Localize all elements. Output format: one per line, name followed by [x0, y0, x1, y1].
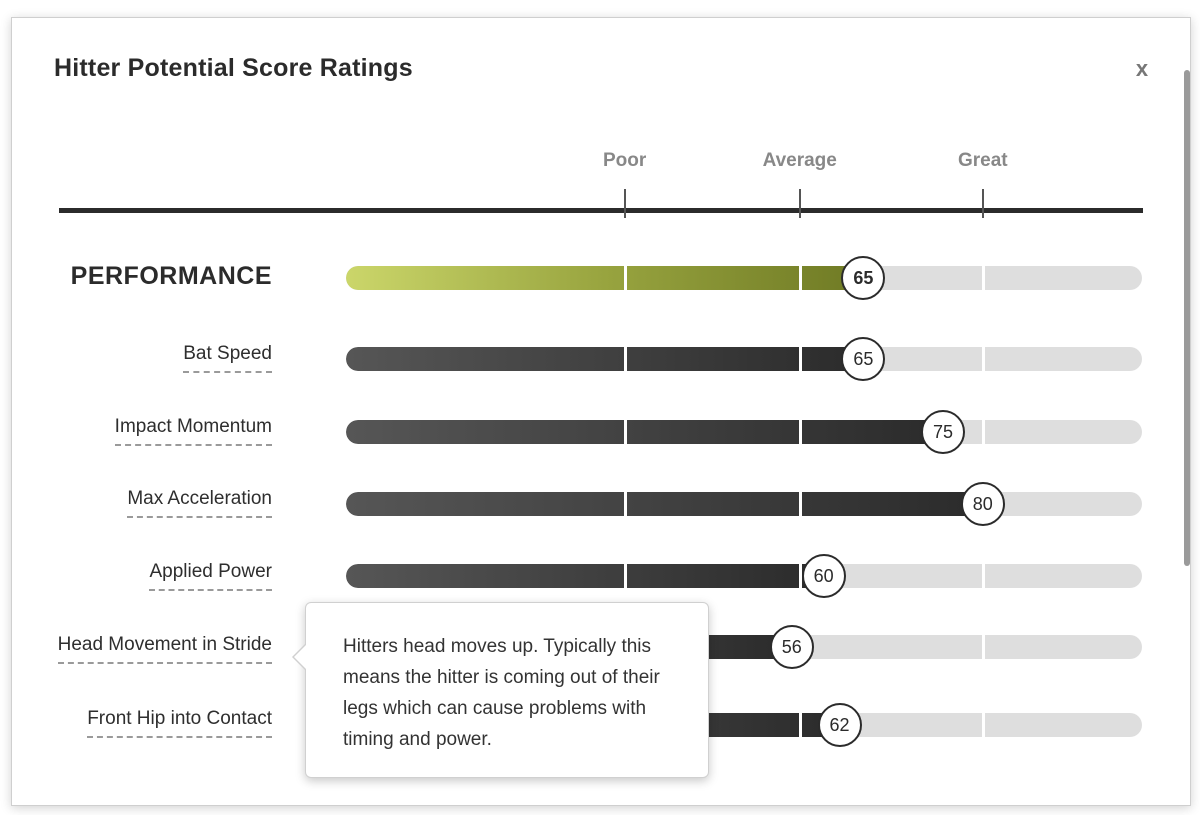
track-divider — [623, 266, 627, 290]
score-badge-impact-momentum: 75 — [921, 410, 965, 454]
track-divider — [981, 564, 985, 588]
score-track-applied-power — [346, 564, 1142, 588]
track-divider — [623, 564, 627, 588]
scale-label-average: Average — [762, 150, 837, 171]
modal-title: Hitter Potential Score Ratings — [54, 54, 413, 82]
score-track-max-acceleration — [346, 492, 1142, 516]
metric-tooltip: Hitters head moves up. Typically this me… — [292, 602, 709, 778]
score-badge-applied-power: 60 — [801, 554, 846, 598]
score-fill-performance — [346, 266, 864, 290]
scale-tick-poor — [623, 189, 626, 218]
track-divider — [798, 266, 802, 290]
score-ratings-modal: Hitter Potential Score Ratings x Poor Ave… — [11, 17, 1191, 806]
track-divider — [981, 713, 985, 737]
score-track-impact-momentum — [346, 420, 1142, 444]
score-badge-front-hip-into-contact: 62 — [817, 703, 862, 747]
scale-tick-great — [981, 189, 984, 218]
scale-label-great: Great — [957, 150, 1008, 171]
track-divider — [623, 420, 627, 444]
row-label-impact-momentum[interactable]: Impact Momentum — [114, 416, 272, 446]
row-label-performance: PERFORMANCE — [70, 262, 272, 290]
row-label-max-acceleration[interactable]: Max Acceleration — [127, 488, 272, 518]
scale-label-poor: Poor — [602, 150, 647, 171]
row-label-bat-speed[interactable]: Bat Speed — [183, 343, 272, 373]
row-label-head-movement-in-stride[interactable]: Head Movement in Stride — [57, 634, 272, 664]
score-fill-bat-speed — [346, 347, 864, 371]
score-fill-applied-power — [346, 564, 824, 588]
score-badge-max-acceleration: 80 — [960, 482, 1005, 526]
track-divider — [981, 635, 985, 659]
score-track-bat-speed — [346, 347, 1142, 371]
score-fill-max-acceleration — [346, 492, 983, 516]
row-label-front-hip-into-contact[interactable]: Front Hip into Contact — [87, 708, 272, 738]
scale-axis-line — [59, 208, 1143, 213]
track-divider — [981, 420, 985, 444]
scrollbar[interactable] — [1184, 70, 1190, 566]
score-badge-performance: 65 — [841, 256, 886, 300]
scale-tick-average — [798, 189, 801, 218]
tooltip-arrow — [294, 644, 307, 670]
row-label-applied-power[interactable]: Applied Power — [149, 561, 272, 591]
score-badge-bat-speed: 65 — [841, 337, 886, 381]
track-divider — [798, 492, 802, 516]
track-divider — [623, 492, 627, 516]
tooltip-text: Hitters head moves up. Typically this me… — [343, 636, 660, 750]
track-divider — [798, 713, 802, 737]
score-badge-head-movement-in-stride: 56 — [769, 625, 814, 669]
track-divider — [981, 266, 985, 290]
track-divider — [623, 347, 627, 371]
track-divider — [981, 347, 985, 371]
close-icon[interactable]: x — [1135, 56, 1149, 81]
score-fill-impact-momentum — [346, 420, 943, 444]
track-divider — [798, 564, 802, 588]
track-divider — [798, 347, 802, 371]
score-track-performance — [346, 266, 1142, 290]
track-divider — [798, 420, 802, 444]
